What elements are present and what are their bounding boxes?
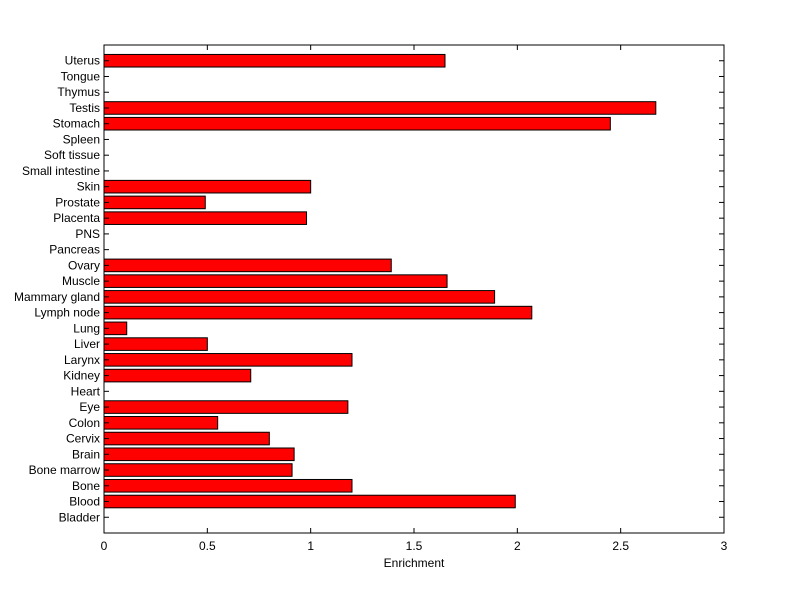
- y-tick-label: Pancreas: [49, 243, 100, 257]
- bar: [103, 179, 312, 194]
- x-axis-label: Enrichment: [384, 556, 445, 570]
- y-tick-label: Bone marrow: [29, 463, 101, 477]
- y-tick-label: Lymph node: [34, 306, 100, 320]
- bar: [103, 463, 293, 477]
- bar: [103, 353, 353, 367]
- y-tick-label: Placenta: [53, 211, 100, 225]
- plot-frame: [103, 44, 725, 534]
- y-tick-label: Uterus: [65, 54, 100, 68]
- bar: [103, 53, 446, 68]
- y-tick-label: Bone: [72, 479, 100, 493]
- bar: [103, 431, 270, 446]
- bar: [103, 116, 611, 131]
- y-tick-label: Blood: [69, 495, 100, 509]
- y-tick-label: Kidney: [63, 369, 100, 383]
- y-tick-label: Cervix: [66, 432, 100, 446]
- x-tick-label: 3: [721, 539, 728, 553]
- y-tick-label: Spleen: [63, 132, 100, 146]
- x-tick-label: 1.5: [406, 539, 423, 553]
- y-tick-label: Testis: [69, 101, 100, 115]
- bar: [103, 305, 533, 320]
- y-tick-label: Heart: [71, 384, 101, 398]
- y-tick-label: Tongue: [61, 69, 101, 83]
- x-tick-label: 0.5: [199, 539, 216, 553]
- bar: [103, 368, 252, 383]
- y-tick-label: PNS: [75, 227, 100, 241]
- y-tick-label: Prostate: [55, 195, 100, 209]
- y-tick-label: Larynx: [64, 353, 100, 367]
- y-tick-label: Ovary: [68, 258, 100, 272]
- y-tick-label: Mammary gland: [14, 290, 100, 304]
- bar: [103, 337, 208, 351]
- y-tick-label: Liver: [74, 337, 100, 351]
- bar: [103, 416, 219, 430]
- bar: [103, 478, 353, 493]
- bar: [103, 494, 516, 509]
- y-tick-label: Small intestine: [22, 164, 100, 178]
- bar: [103, 447, 295, 462]
- y-tick-label: Eye: [79, 400, 100, 414]
- y-tick-label: Brain: [72, 447, 100, 461]
- y-tick-label: Bladder: [59, 510, 100, 524]
- x-tick-label: 2: [514, 539, 521, 553]
- bar: [103, 195, 206, 210]
- x-tick-label: 1: [307, 539, 314, 553]
- bar: [103, 274, 448, 288]
- bar: [103, 258, 392, 273]
- bar: [103, 400, 349, 414]
- bar: [103, 290, 496, 304]
- y-tick-label: Muscle: [62, 274, 100, 288]
- y-tick-label: Stomach: [53, 117, 100, 131]
- y-tick-label: Soft tissue: [44, 148, 100, 162]
- bar: [103, 211, 308, 225]
- y-tick-label: Colon: [69, 416, 100, 430]
- x-tick-label: 2.5: [612, 539, 629, 553]
- y-tick-label: Thymus: [57, 85, 100, 99]
- x-tick-label: 0: [101, 539, 108, 553]
- y-tick-label: Skin: [77, 180, 100, 194]
- y-tick-label: Lung: [73, 321, 100, 335]
- bar: [103, 101, 657, 115]
